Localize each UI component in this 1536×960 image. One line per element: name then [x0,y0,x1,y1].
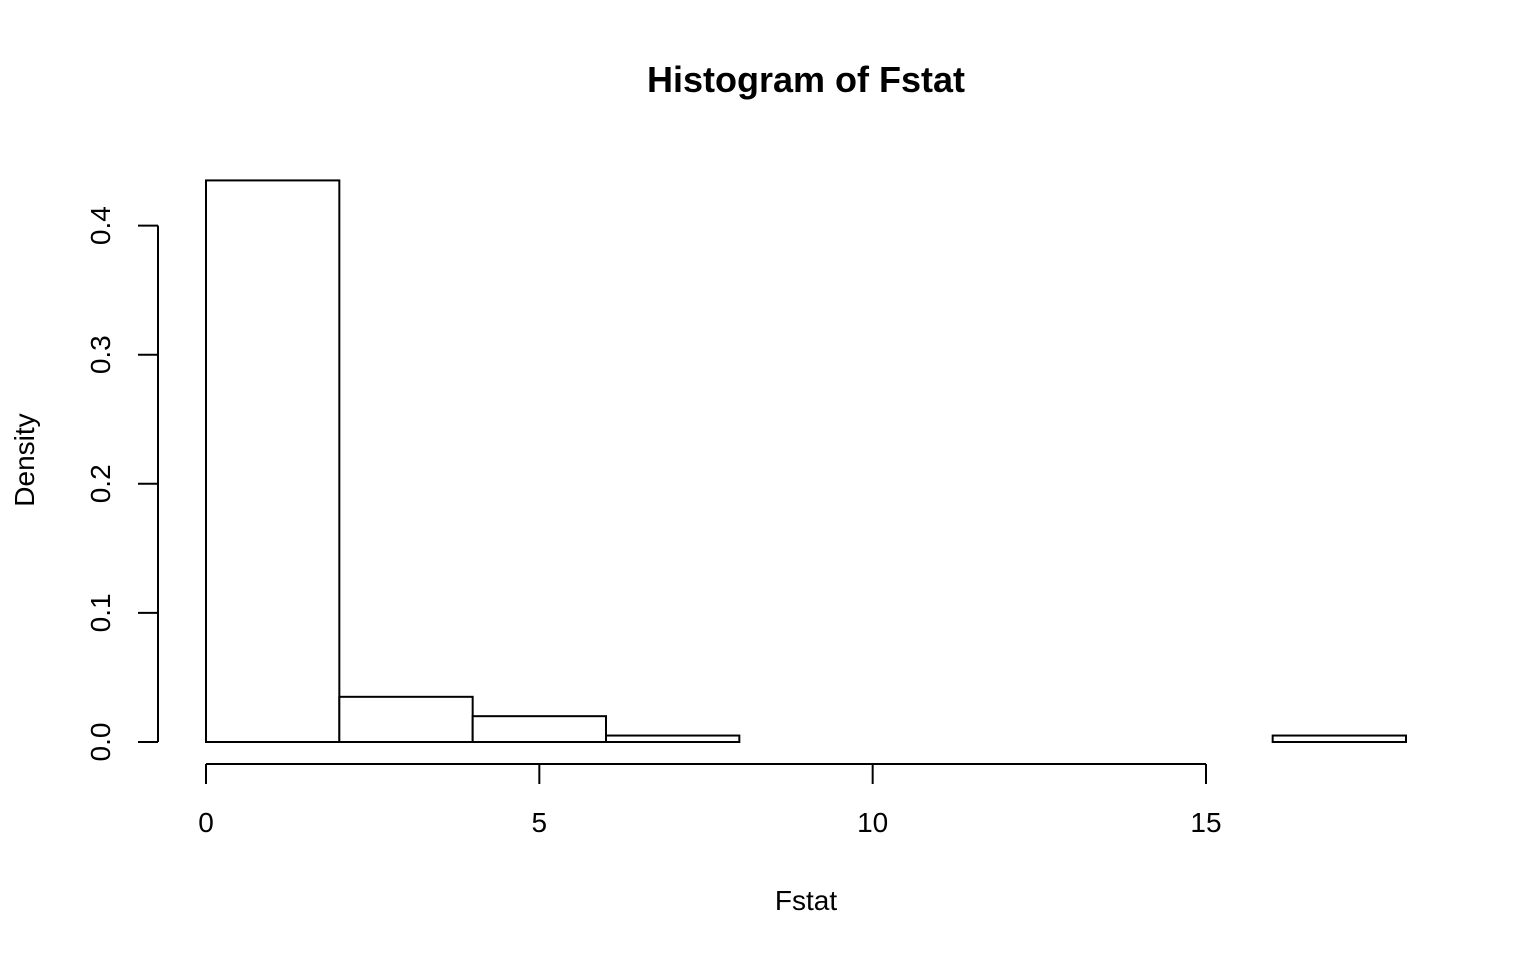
histogram-bar-2 [471,715,607,743]
x-axis-label: Fstat [775,885,837,916]
bars-layer [205,179,1407,744]
y-tick-label: 0.2 [85,464,116,503]
y-tick-label: 0.4 [85,206,116,245]
x-tick-label: 10 [857,807,888,838]
y-tick-label: 0.0 [85,723,116,762]
y-tick-label: 0.1 [85,593,116,632]
x-tick-label: 5 [532,807,548,838]
histogram-bar-1 [338,695,474,744]
histogram-bar-0 [205,179,341,744]
histogram-bar-8 [1271,734,1407,743]
y-axis: 0.0 0.1 0.2 0.3 0.4 [85,206,159,762]
x-tick-label: 0 [198,807,214,838]
x-tick-label: 15 [1190,807,1221,838]
histogram-bar-3 [605,734,741,743]
y-axis-label: Density [9,413,40,506]
chart-title: Histogram of Fstat [647,59,965,100]
y-tick-label: 0.3 [85,335,116,374]
x-axis: 0 5 10 15 [198,763,1222,838]
